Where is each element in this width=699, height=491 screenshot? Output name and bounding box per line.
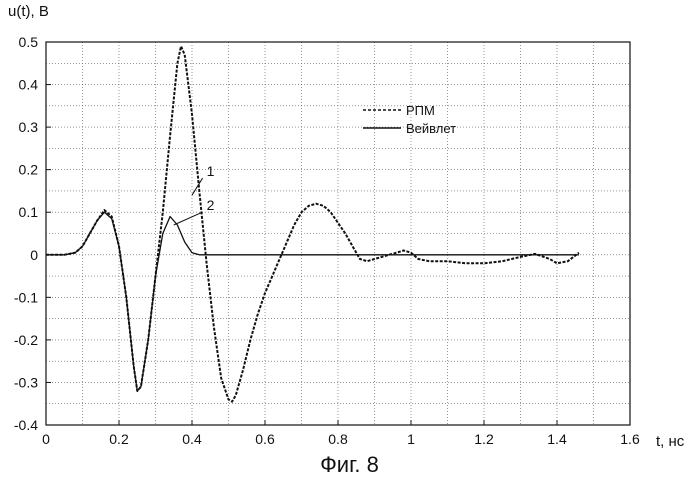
- y-tick-label: -0.1: [14, 289, 38, 305]
- legend: РПМ Вейвлет: [363, 103, 456, 136]
- x-tick-label: 0.2: [109, 431, 129, 447]
- figure-caption: Фиг. 8: [0, 452, 699, 478]
- series-line-rpm: [46, 46, 579, 401]
- legend-label-wavelet: Вейвлет: [406, 121, 456, 136]
- annotation-leader: [174, 212, 203, 225]
- x-tick-label: 0.4: [182, 431, 202, 447]
- y-tick-label: -0.2: [14, 332, 38, 348]
- y-tick-label: -0.3: [14, 374, 38, 390]
- annotation-label: 1: [207, 163, 215, 179]
- y-axis-label: u(t), В: [8, 3, 49, 20]
- x-tick-label: 1: [407, 431, 415, 447]
- x-tick-label: 0.6: [255, 431, 275, 447]
- y-tick-label: 0: [30, 247, 38, 263]
- ticks: 00.20.40.60.811.21.41.60.50.40.30.20.10-…: [14, 34, 640, 447]
- annotation-leader: [192, 178, 203, 195]
- annotation-label: 2: [207, 197, 215, 213]
- y-tick-label: 0.3: [19, 119, 39, 135]
- annotations: 12: [174, 163, 215, 225]
- x-tick-label: 0.8: [328, 431, 348, 447]
- y-tick-label: 0.2: [19, 162, 39, 178]
- y-tick-label: 0.4: [19, 77, 39, 93]
- y-tick-label: 0.5: [19, 34, 39, 50]
- x-tick-label: 1.6: [620, 431, 640, 447]
- y-tick-label: 0.1: [19, 204, 39, 220]
- x-axis-label: t, нс: [656, 433, 685, 450]
- x-tick-label: 0: [42, 431, 50, 447]
- x-tick-label: 1.2: [474, 431, 494, 447]
- y-tick-label: -0.4: [14, 417, 38, 433]
- series-layer: [46, 46, 579, 401]
- legend-label-rpm: РПМ: [406, 103, 435, 118]
- chart: 00.20.40.60.811.21.41.60.50.40.30.20.10-…: [0, 0, 699, 452]
- x-tick-label: 1.4: [547, 431, 567, 447]
